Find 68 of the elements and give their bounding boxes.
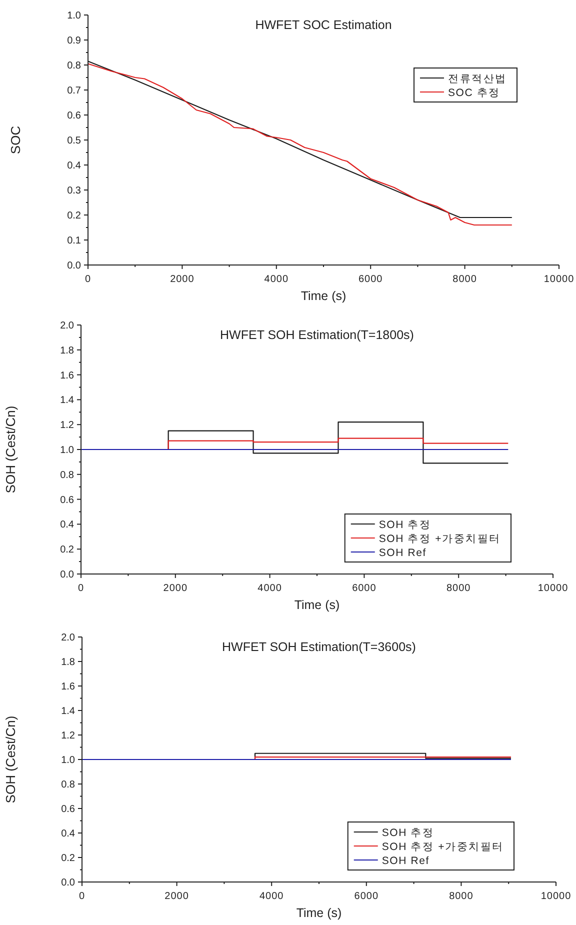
- y-tick-label: 0.4: [60, 520, 74, 531]
- x-tick-label: 4000: [258, 583, 282, 594]
- y-tick-label: 2.0: [61, 632, 76, 644]
- x-tick-label: 8000: [446, 583, 471, 594]
- y-tick-label: 1.6: [61, 682, 76, 692]
- x-tick-label: 0: [78, 891, 86, 902]
- x-tick-label: 2000: [170, 274, 194, 285]
- chart-title: HWFET SOH Estimation(T=3600s): [222, 640, 416, 654]
- y-tick-label: 2.0: [60, 320, 74, 332]
- legend-label: SOC 추정: [448, 87, 500, 99]
- y-axis-title: SOH (Cest/Cn): [3, 406, 18, 494]
- y-tick-label: 0.8: [67, 60, 82, 72]
- legend-label: SOH Ref: [382, 855, 430, 867]
- y-tick-label: 0.2: [67, 210, 82, 222]
- x-tick-label: 0: [84, 274, 92, 285]
- legend-label: SOH 추정 +가중치필터: [382, 841, 504, 853]
- y-tick-label: 0.7: [67, 86, 82, 96]
- legend-label: SOH 추정 +가중치필터: [378, 533, 501, 545]
- y-tick-label: 1.8: [60, 345, 74, 356]
- y-tick-label: 0.4: [67, 160, 82, 172]
- x-tick-label: 8000: [452, 274, 477, 285]
- y-tick-label: 1.2: [61, 730, 76, 742]
- y-tick-label: 1.0: [61, 755, 76, 766]
- chart-title: HWFET SOH Estimation(T=1800s): [220, 328, 414, 342]
- x-tick-label: 10000: [540, 891, 572, 902]
- y-tick-label: 0.6: [60, 494, 74, 506]
- y-tick-label: 1.6: [60, 370, 74, 382]
- y-tick-label: 0.1: [67, 236, 82, 246]
- x-tick-label: 6000: [352, 583, 376, 594]
- x-tick-label: 2000: [163, 583, 188, 594]
- y-tick-label: 1.0: [67, 10, 82, 22]
- y-tick-label: 1.0: [60, 445, 74, 456]
- x-tick-label: 4000: [259, 891, 284, 902]
- x-tick-label: 4000: [264, 274, 289, 285]
- x-tick-label: 6000: [354, 891, 379, 902]
- legend-label: SOH Ref: [378, 547, 426, 559]
- x-tick-label: 10000: [538, 583, 568, 594]
- y-tick-label: 0.0: [60, 570, 74, 580]
- x-axis-title: Time (s): [300, 289, 346, 303]
- y-tick-label: 1.4: [60, 395, 74, 406]
- x-tick-label: 0: [78, 583, 84, 594]
- y-tick-label: 0.9: [67, 36, 82, 46]
- y-tick-label: 0.8: [61, 780, 76, 790]
- y-tick-label: 1.4: [61, 706, 76, 717]
- legend-label: SOH 추정: [378, 519, 432, 531]
- x-axis-title: Time (s): [296, 906, 342, 920]
- y-tick-label: 0.6: [61, 804, 76, 815]
- y-tick-label: 0.2: [61, 853, 76, 864]
- legend-label: SOH 추정: [382, 827, 434, 839]
- y-tick-label: 0.3: [67, 186, 82, 196]
- y-tick-label: 0.6: [67, 110, 82, 122]
- y-tick-label: 0.2: [60, 544, 74, 556]
- x-axis-title: Time (s): [294, 598, 340, 612]
- y-tick-label: 0.5: [67, 136, 82, 146]
- legend-label: 전류적산법: [448, 73, 507, 85]
- x-tick-label: 2000: [164, 891, 189, 902]
- x-tick-label: 8000: [449, 891, 474, 902]
- y-tick-label: 1.8: [61, 657, 76, 668]
- y-tick-label: 0.8: [60, 470, 74, 481]
- y-tick-label: 0.0: [61, 878, 76, 888]
- y-axis-title: SOH (Cest/Cn): [3, 716, 18, 804]
- chart-title: HWFET SOC Estimation: [255, 18, 392, 32]
- y-axis-title: SOC: [8, 126, 23, 154]
- y-tick-label: 1.2: [60, 420, 74, 432]
- y-tick-label: 0.0: [67, 260, 82, 272]
- y-tick-label: 0.4: [61, 828, 76, 840]
- x-tick-label: 6000: [358, 274, 383, 285]
- x-tick-label: 10000: [544, 274, 574, 285]
